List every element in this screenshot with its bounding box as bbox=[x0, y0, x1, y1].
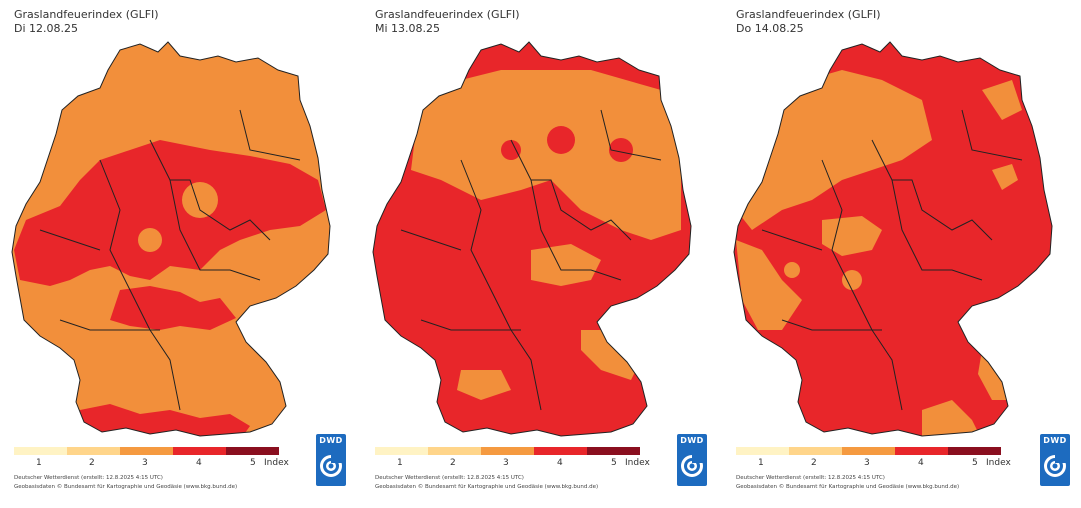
legend-swatch-5 bbox=[587, 447, 640, 455]
legend-label-4: 4 bbox=[918, 458, 924, 468]
panel-date: Mi 13.08.25 bbox=[375, 22, 441, 35]
legend-label-1: 1 bbox=[36, 458, 42, 468]
panel-title: Graslandfeuerindex (GLFI) bbox=[375, 8, 520, 21]
footer-geodata: Geobasisdaten © Bundesamt für Kartograph… bbox=[14, 484, 238, 490]
footer-credit: Deutscher Wetterdienst (erstellt: 12.8.2… bbox=[14, 475, 163, 481]
legend-label-4: 4 bbox=[557, 458, 563, 468]
legend-swatch-5 bbox=[226, 447, 279, 455]
legend-labels: 1 2 3 4 5 Index bbox=[736, 458, 1036, 470]
legend-label-4: 4 bbox=[196, 458, 202, 468]
dwd-swirl-icon bbox=[320, 453, 342, 477]
legend-label-3: 3 bbox=[864, 458, 870, 468]
map-panel-2: Graslandfeuerindex (GLFI) Mi 13.08.25 bbox=[361, 0, 707, 508]
legend-unit: Index bbox=[264, 458, 289, 468]
dwd-logo: DWD bbox=[316, 434, 346, 486]
legend-swatch-5 bbox=[948, 447, 1001, 455]
germany-map bbox=[11, 41, 331, 437]
panel-date: Di 12.08.25 bbox=[14, 22, 79, 35]
legend-bar bbox=[375, 447, 640, 455]
legend-labels: 1 2 3 4 5 Index bbox=[14, 458, 314, 470]
dwd-swirl-icon bbox=[681, 453, 703, 477]
dwd-logo-text: DWD bbox=[1043, 436, 1067, 445]
footer-credit: Deutscher Wetterdienst (erstellt: 12.8.2… bbox=[736, 475, 885, 481]
map-panel-3: Graslandfeuerindex (GLFI) Do 14.08.25 bbox=[722, 0, 1070, 508]
legend-swatch-2 bbox=[428, 447, 481, 455]
map-panel-1: Graslandfeuerindex (GLFI) Di 12.08.25 bbox=[0, 0, 346, 508]
legend-label-2: 2 bbox=[450, 458, 456, 468]
panel-title: Graslandfeuerindex (GLFI) bbox=[736, 8, 881, 21]
legend-label-5: 5 bbox=[972, 458, 978, 468]
legend-swatch-3 bbox=[842, 447, 895, 455]
footer-geodata: Geobasisdaten © Bundesamt für Kartograph… bbox=[375, 484, 599, 490]
footer-geodata: Geobasisdaten © Bundesamt für Kartograph… bbox=[736, 484, 960, 490]
germany-map bbox=[733, 41, 1053, 437]
legend-swatch-3 bbox=[120, 447, 173, 455]
legend-label-5: 5 bbox=[611, 458, 617, 468]
legend-swatch-4 bbox=[173, 447, 226, 455]
legend-bar bbox=[736, 447, 1001, 455]
legend-bar bbox=[14, 447, 279, 455]
dwd-logo-text: DWD bbox=[319, 436, 343, 445]
legend-label-3: 3 bbox=[503, 458, 509, 468]
legend-swatch-4 bbox=[895, 447, 948, 455]
legend-swatch-4 bbox=[534, 447, 587, 455]
panel-title: Graslandfeuerindex (GLFI) bbox=[14, 8, 159, 21]
legend-labels: 1 2 3 4 5 Index bbox=[375, 458, 675, 470]
panel-date: Do 14.08.25 bbox=[736, 22, 804, 35]
legend-label-1: 1 bbox=[397, 458, 403, 468]
germany-map bbox=[372, 41, 692, 437]
legend-swatch-1 bbox=[736, 447, 789, 455]
legend-swatch-1 bbox=[14, 447, 67, 455]
dwd-logo: DWD bbox=[1040, 434, 1070, 486]
legend-unit: Index bbox=[625, 458, 650, 468]
legend-label-1: 1 bbox=[758, 458, 764, 468]
legend-swatch-3 bbox=[481, 447, 534, 455]
footer-credit: Deutscher Wetterdienst (erstellt: 12.8.2… bbox=[375, 475, 524, 481]
legend-swatch-2 bbox=[67, 447, 120, 455]
legend-swatch-2 bbox=[789, 447, 842, 455]
legend-label-2: 2 bbox=[811, 458, 817, 468]
dwd-logo-text: DWD bbox=[680, 436, 704, 445]
dwd-swirl-icon bbox=[1044, 453, 1066, 477]
legend-label-3: 3 bbox=[142, 458, 148, 468]
legend-unit: Index bbox=[986, 458, 1011, 468]
legend-swatch-1 bbox=[375, 447, 428, 455]
legend-label-2: 2 bbox=[89, 458, 95, 468]
legend-label-5: 5 bbox=[250, 458, 256, 468]
dwd-logo: DWD bbox=[677, 434, 707, 486]
